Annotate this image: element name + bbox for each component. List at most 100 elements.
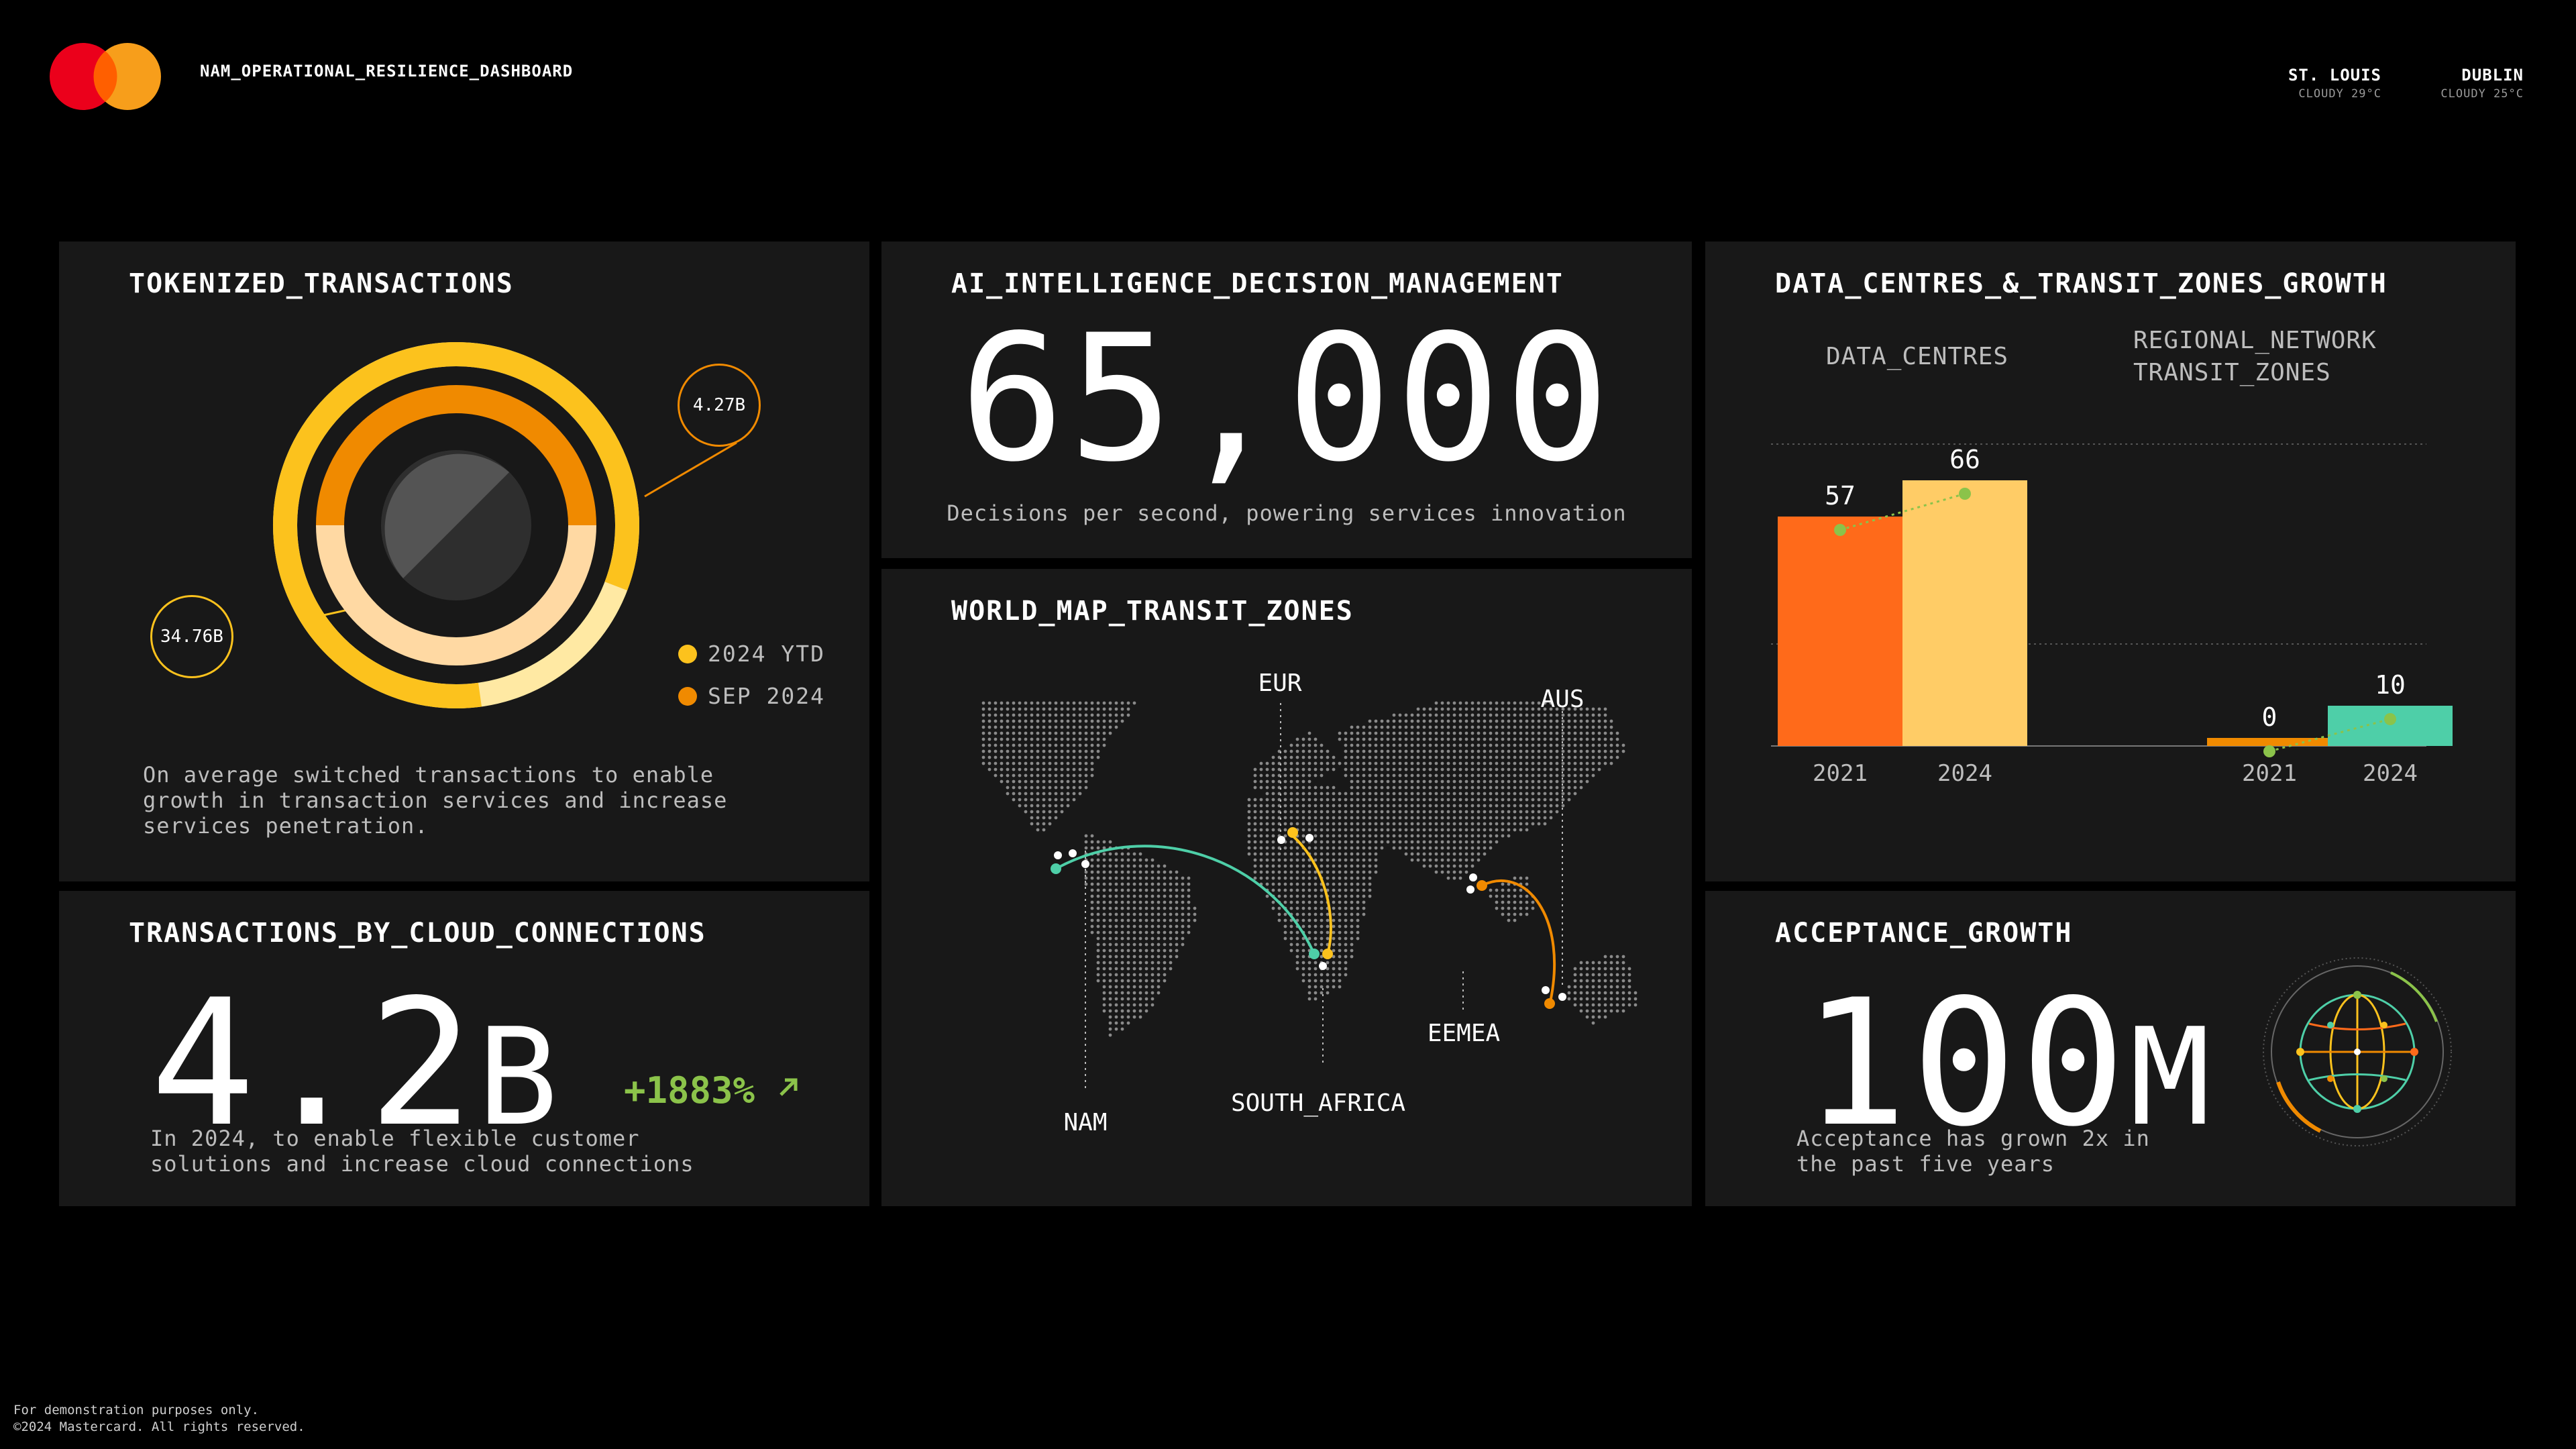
map-dot (1464, 804, 1468, 808)
map-dot (1398, 731, 1402, 735)
map-dot (1464, 737, 1468, 741)
map-dot (1585, 1003, 1589, 1007)
map-dot (1410, 858, 1414, 862)
map-dot (1320, 810, 1324, 814)
map-dot (1018, 792, 1022, 796)
map-dot (1422, 755, 1426, 759)
map-dot (1126, 906, 1130, 910)
map-dot (1470, 755, 1474, 759)
map-dot (1404, 810, 1408, 814)
map-dot (1477, 834, 1481, 838)
map-dot (1567, 786, 1571, 790)
map-dot (1108, 894, 1112, 898)
map-dot (1561, 755, 1565, 759)
map-dot (1579, 719, 1583, 723)
map-dot (1627, 973, 1631, 977)
map-dot (1621, 991, 1625, 995)
map-dot (1126, 852, 1130, 856)
map-dot (1392, 792, 1396, 796)
map-dot (1531, 906, 1535, 910)
map-dot (1344, 906, 1348, 910)
map-dot (1096, 731, 1100, 735)
map-dot (1362, 876, 1366, 880)
map-dot (1404, 725, 1408, 729)
map-dot (1030, 822, 1034, 826)
map-dot (1301, 864, 1305, 868)
map-dot (1126, 858, 1130, 862)
map-dot (1603, 1003, 1607, 1007)
map-dot (1283, 780, 1287, 784)
map-dot (1247, 804, 1251, 808)
map-dot (1501, 798, 1505, 802)
map-dot (1259, 852, 1263, 856)
map-dot (1356, 864, 1360, 868)
map-dot (1338, 918, 1342, 922)
map-dot (1404, 852, 1408, 856)
map-dot (1380, 761, 1384, 765)
map-dot (1386, 816, 1390, 820)
map-dot (1470, 852, 1474, 856)
map-dot (1446, 767, 1450, 771)
map-dot (1543, 773, 1547, 777)
map-dot (1326, 918, 1330, 922)
map-dot (1585, 749, 1589, 753)
map-dot (1567, 773, 1571, 777)
map-dot (1374, 858, 1378, 862)
map-dot (1537, 822, 1541, 826)
map-dot (1410, 840, 1414, 844)
map-dot (1313, 991, 1318, 995)
map-dot (1531, 725, 1535, 729)
map-dot (1326, 912, 1330, 916)
map-dot (1289, 743, 1293, 747)
map-dot (1513, 780, 1517, 784)
arrow-up-right-icon (779, 1078, 798, 1096)
map-dot (1495, 792, 1499, 796)
map-dot (1416, 773, 1420, 777)
map-dot (1295, 816, 1299, 820)
map-dot (1519, 900, 1523, 904)
map-dot (1483, 749, 1487, 753)
map-dot (1398, 786, 1402, 790)
map-dot (1495, 749, 1499, 753)
map-dot (1489, 834, 1493, 838)
map-dot (1567, 719, 1571, 723)
map-dot (1350, 943, 1354, 947)
map-dot (1332, 961, 1336, 965)
map-dot (1525, 725, 1529, 729)
map-dot (1519, 755, 1523, 759)
map-dot (1362, 773, 1366, 777)
map-dot (1024, 743, 1028, 747)
map-dot (1537, 725, 1541, 729)
map-dot (1585, 967, 1589, 971)
map-dot (1326, 798, 1330, 802)
map-dot (1422, 816, 1426, 820)
map-dot (1410, 767, 1414, 771)
map-dot (1175, 943, 1179, 947)
map-dot (1313, 979, 1318, 983)
map-dot (1163, 967, 1167, 971)
map-dot (1114, 979, 1118, 983)
map-dot (1458, 864, 1462, 868)
map-dot (1054, 798, 1058, 802)
map-dot (981, 719, 985, 723)
map-dot (1144, 918, 1148, 922)
map-dot (1169, 967, 1173, 971)
map-dot (1428, 840, 1432, 844)
map-dot (1615, 955, 1619, 959)
map-dot (1320, 798, 1324, 802)
map-dot (1307, 810, 1311, 814)
map-dot (1132, 1003, 1136, 1007)
map-dot (1621, 985, 1625, 989)
map-dot (1609, 731, 1613, 735)
map-dot (1452, 713, 1456, 717)
map-dot (1283, 822, 1287, 826)
map-dot (1030, 743, 1034, 747)
map-dot (1356, 894, 1360, 898)
map-dot (1489, 846, 1493, 850)
map-dot (1114, 912, 1118, 916)
map-dot (1416, 822, 1420, 826)
map-dot (1452, 731, 1456, 735)
map-dot (1036, 761, 1040, 765)
map-dot (1024, 792, 1028, 796)
map-dot (1301, 755, 1305, 759)
